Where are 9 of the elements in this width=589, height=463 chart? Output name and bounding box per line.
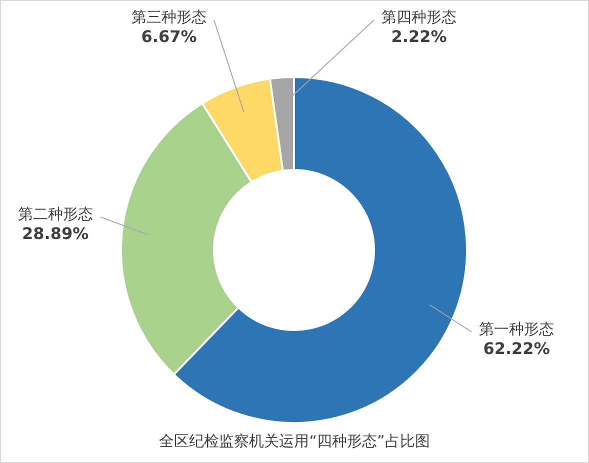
slice-label: 第三种形态 — [132, 8, 206, 26]
slice-label: 第一种形态 — [479, 320, 554, 338]
data-label: 2.22% — [391, 27, 447, 46]
data-label: 6.67% — [141, 27, 197, 46]
slice-label: 第四种形态 — [382, 8, 456, 26]
slice-label: 第二种形态 — [18, 204, 93, 223]
data-label: 28.89% — [22, 224, 89, 243]
text: 全区纪检监察机关运用“四种形态”占比图 — [159, 432, 430, 450]
data-label: 62.22% — [483, 338, 550, 358]
